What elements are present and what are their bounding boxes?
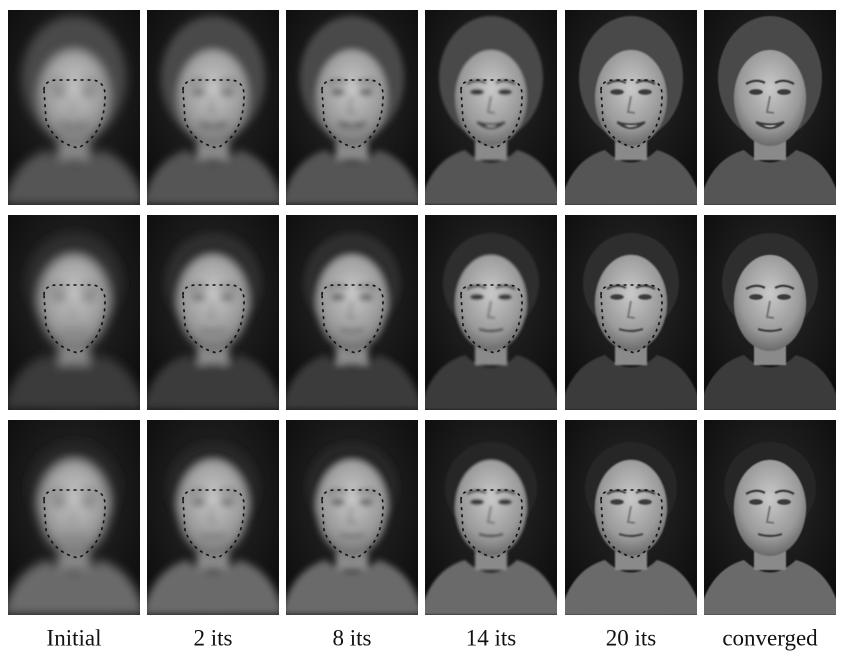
eye [749, 499, 763, 505]
eye [192, 294, 206, 300]
eye [359, 499, 373, 505]
face-image [699, 420, 841, 615]
eye [359, 89, 373, 95]
eye [81, 294, 95, 300]
eye [331, 294, 345, 300]
eye [53, 294, 67, 300]
eye [610, 294, 624, 300]
eye [470, 499, 484, 505]
face-image [281, 215, 423, 410]
figure: Initial 2 its 8 its 14 its 20 its converged [0, 0, 845, 653]
eye [498, 499, 512, 505]
eye [331, 89, 345, 95]
face-image [142, 10, 284, 205]
eye [470, 294, 484, 300]
eye [331, 499, 345, 505]
eye [470, 89, 484, 95]
page: Initial2 its8 its14 its20 itsconverged (… [0, 0, 845, 653]
face-image [560, 215, 702, 410]
eye [749, 89, 763, 95]
eye [53, 89, 67, 95]
eye [81, 499, 95, 505]
caption: 20 its [606, 625, 657, 650]
face-image [560, 10, 702, 205]
face-image [142, 420, 284, 615]
face-image [420, 215, 562, 410]
caption: 2 its [194, 625, 233, 650]
eye [638, 89, 652, 95]
face-image [3, 10, 145, 205]
face-image [699, 215, 841, 410]
caption: converged [722, 625, 818, 650]
eye [638, 294, 652, 300]
eye [498, 89, 512, 95]
caption: Initial [47, 625, 102, 650]
face-image [3, 420, 145, 615]
face-image [142, 215, 284, 410]
eye [359, 294, 373, 300]
eye [498, 294, 512, 300]
face-image [281, 10, 423, 205]
face-image [420, 420, 562, 615]
eye [220, 294, 234, 300]
face-image [699, 10, 841, 205]
eye [610, 499, 624, 505]
eye [749, 294, 763, 300]
eye [638, 499, 652, 505]
eye [610, 89, 624, 95]
eye [81, 89, 95, 95]
face-image [281, 420, 423, 615]
eye [777, 499, 791, 505]
eye [220, 499, 234, 505]
eye [777, 89, 791, 95]
caption: 14 its [466, 625, 517, 650]
eye [192, 499, 206, 505]
face-image [3, 215, 145, 410]
eye [192, 89, 206, 95]
eye [53, 499, 67, 505]
eye [777, 294, 791, 300]
eye [220, 89, 234, 95]
caption: 8 its [333, 625, 372, 650]
face-image [420, 10, 562, 205]
face-image [560, 420, 702, 615]
